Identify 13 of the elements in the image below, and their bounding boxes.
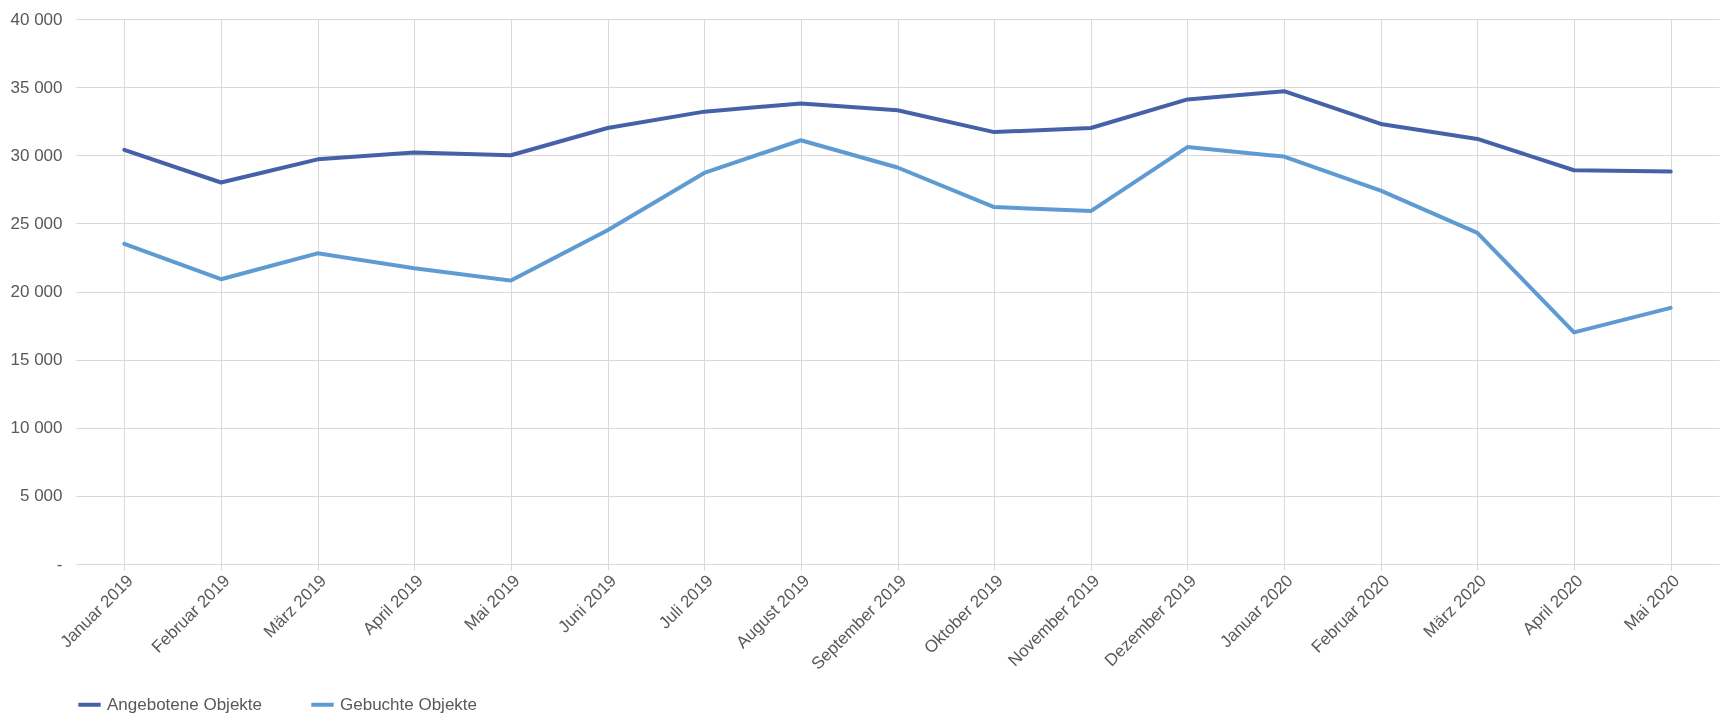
y-tick-label: -	[56, 554, 63, 574]
y-tick-label: 40 000	[10, 9, 63, 29]
y-tick-label: 5 000	[19, 486, 63, 506]
line-series	[122, 138, 1673, 335]
line-series	[122, 89, 1673, 185]
y-tick-label: 25 000	[10, 213, 63, 233]
legend-label: Gebuchte Objekte	[340, 694, 478, 714]
legend-label: Angebotene Objekte	[107, 694, 263, 714]
y-tick-label: 30 000	[10, 145, 63, 165]
y-tick-label: 35 000	[10, 77, 63, 97]
y-tick-label: 20 000	[10, 282, 63, 301]
y-tick-label: 15 000	[10, 350, 63, 370]
y-tick-label: 10 000	[10, 418, 63, 438]
